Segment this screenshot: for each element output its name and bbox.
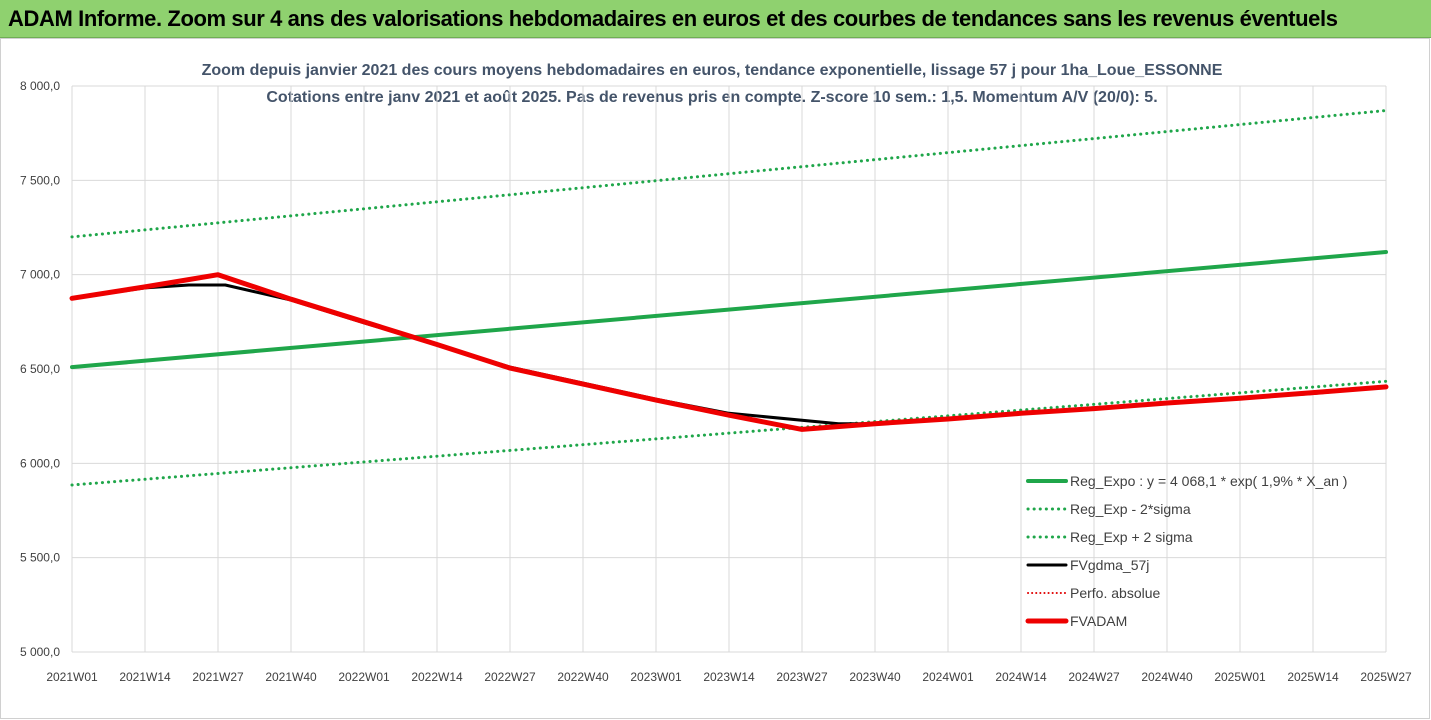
y-tick-label: 6 500,0 <box>20 362 60 376</box>
legend-label: FVADAM <box>1070 613 1127 629</box>
legend-label: Perfo. absolue <box>1070 585 1160 601</box>
y-tick-label: 8 000,0 <box>20 79 60 93</box>
x-tick-label: 2024W27 <box>1068 670 1120 684</box>
x-tick-label: 2025W14 <box>1287 670 1339 684</box>
report-title: ADAM Informe. Zoom sur 4 ans des valoris… <box>8 6 1338 31</box>
x-tick-label: 2023W01 <box>630 670 682 684</box>
x-tick-label: 2022W40 <box>557 670 609 684</box>
series-line-1 <box>70 379 1388 487</box>
x-tick-label: 2025W27 <box>1360 670 1412 684</box>
x-tick-label: 2021W01 <box>46 670 98 684</box>
x-tick-label: 2024W14 <box>995 670 1047 684</box>
y-tick-label: 6 000,0 <box>20 456 60 470</box>
x-tick-label: 2022W14 <box>411 670 463 684</box>
report-banner: ADAM Informe. Zoom sur 4 ans des valoris… <box>0 0 1431 38</box>
chart-title-line1: Zoom depuis janvier 2021 des cours moyen… <box>202 62 1223 79</box>
chart-frame <box>0 38 1430 719</box>
x-tick-label: 2023W27 <box>776 670 828 684</box>
x-tick-label: 2024W40 <box>1141 670 1193 684</box>
y-tick-label: 5 500,0 <box>20 551 60 565</box>
gridlines <box>71 85 1387 653</box>
y-axis-ticks: 8 000,0 7 500,0 7 000,0 6 500,0 6 000,0 5 500… <box>20 79 60 659</box>
x-tick-label: 2021W14 <box>119 670 171 684</box>
legend-label: FVgdma_57j <box>1070 557 1149 573</box>
x-tick-label: 2024W01 <box>922 670 974 684</box>
series-line-0 <box>70 250 1388 370</box>
y-tick-label: 5 000,0 <box>20 645 60 659</box>
series-line-5 <box>69 272 1389 432</box>
chart-title-line2: Cotations entre janv 2021 et août 2025. … <box>266 89 1157 106</box>
x-axis-ticks: 2021W01 2021W14 2021W27 2021W40 2022W01 2022W… <box>46 670 1412 684</box>
legend-label: Reg_Exp - 2*sigma <box>1070 501 1191 517</box>
x-tick-label: 2021W40 <box>265 670 317 684</box>
x-tick-label: 2021W27 <box>192 670 244 684</box>
y-tick-label: 7 500,0 <box>20 173 60 187</box>
legend: Reg_Expo : y = 4 068,1 * exp( 1,9% * X_a… <box>1025 473 1347 629</box>
series-lines <box>69 109 1389 487</box>
x-tick-label: 2022W27 <box>484 670 536 684</box>
legend-label: Reg_Expo : y = 4 068,1 * exp( 1,9% * X_a… <box>1070 473 1347 489</box>
legend-label: Reg_Exp + 2 sigma <box>1070 529 1193 545</box>
x-tick-label: 2023W14 <box>703 670 755 684</box>
x-tick-label: 2025W01 <box>1214 670 1266 684</box>
x-tick-label: 2022W01 <box>338 670 390 684</box>
x-tick-label: 2023W40 <box>849 670 901 684</box>
series-line-2 <box>70 109 1388 239</box>
y-tick-label: 7 000,0 <box>20 268 60 282</box>
